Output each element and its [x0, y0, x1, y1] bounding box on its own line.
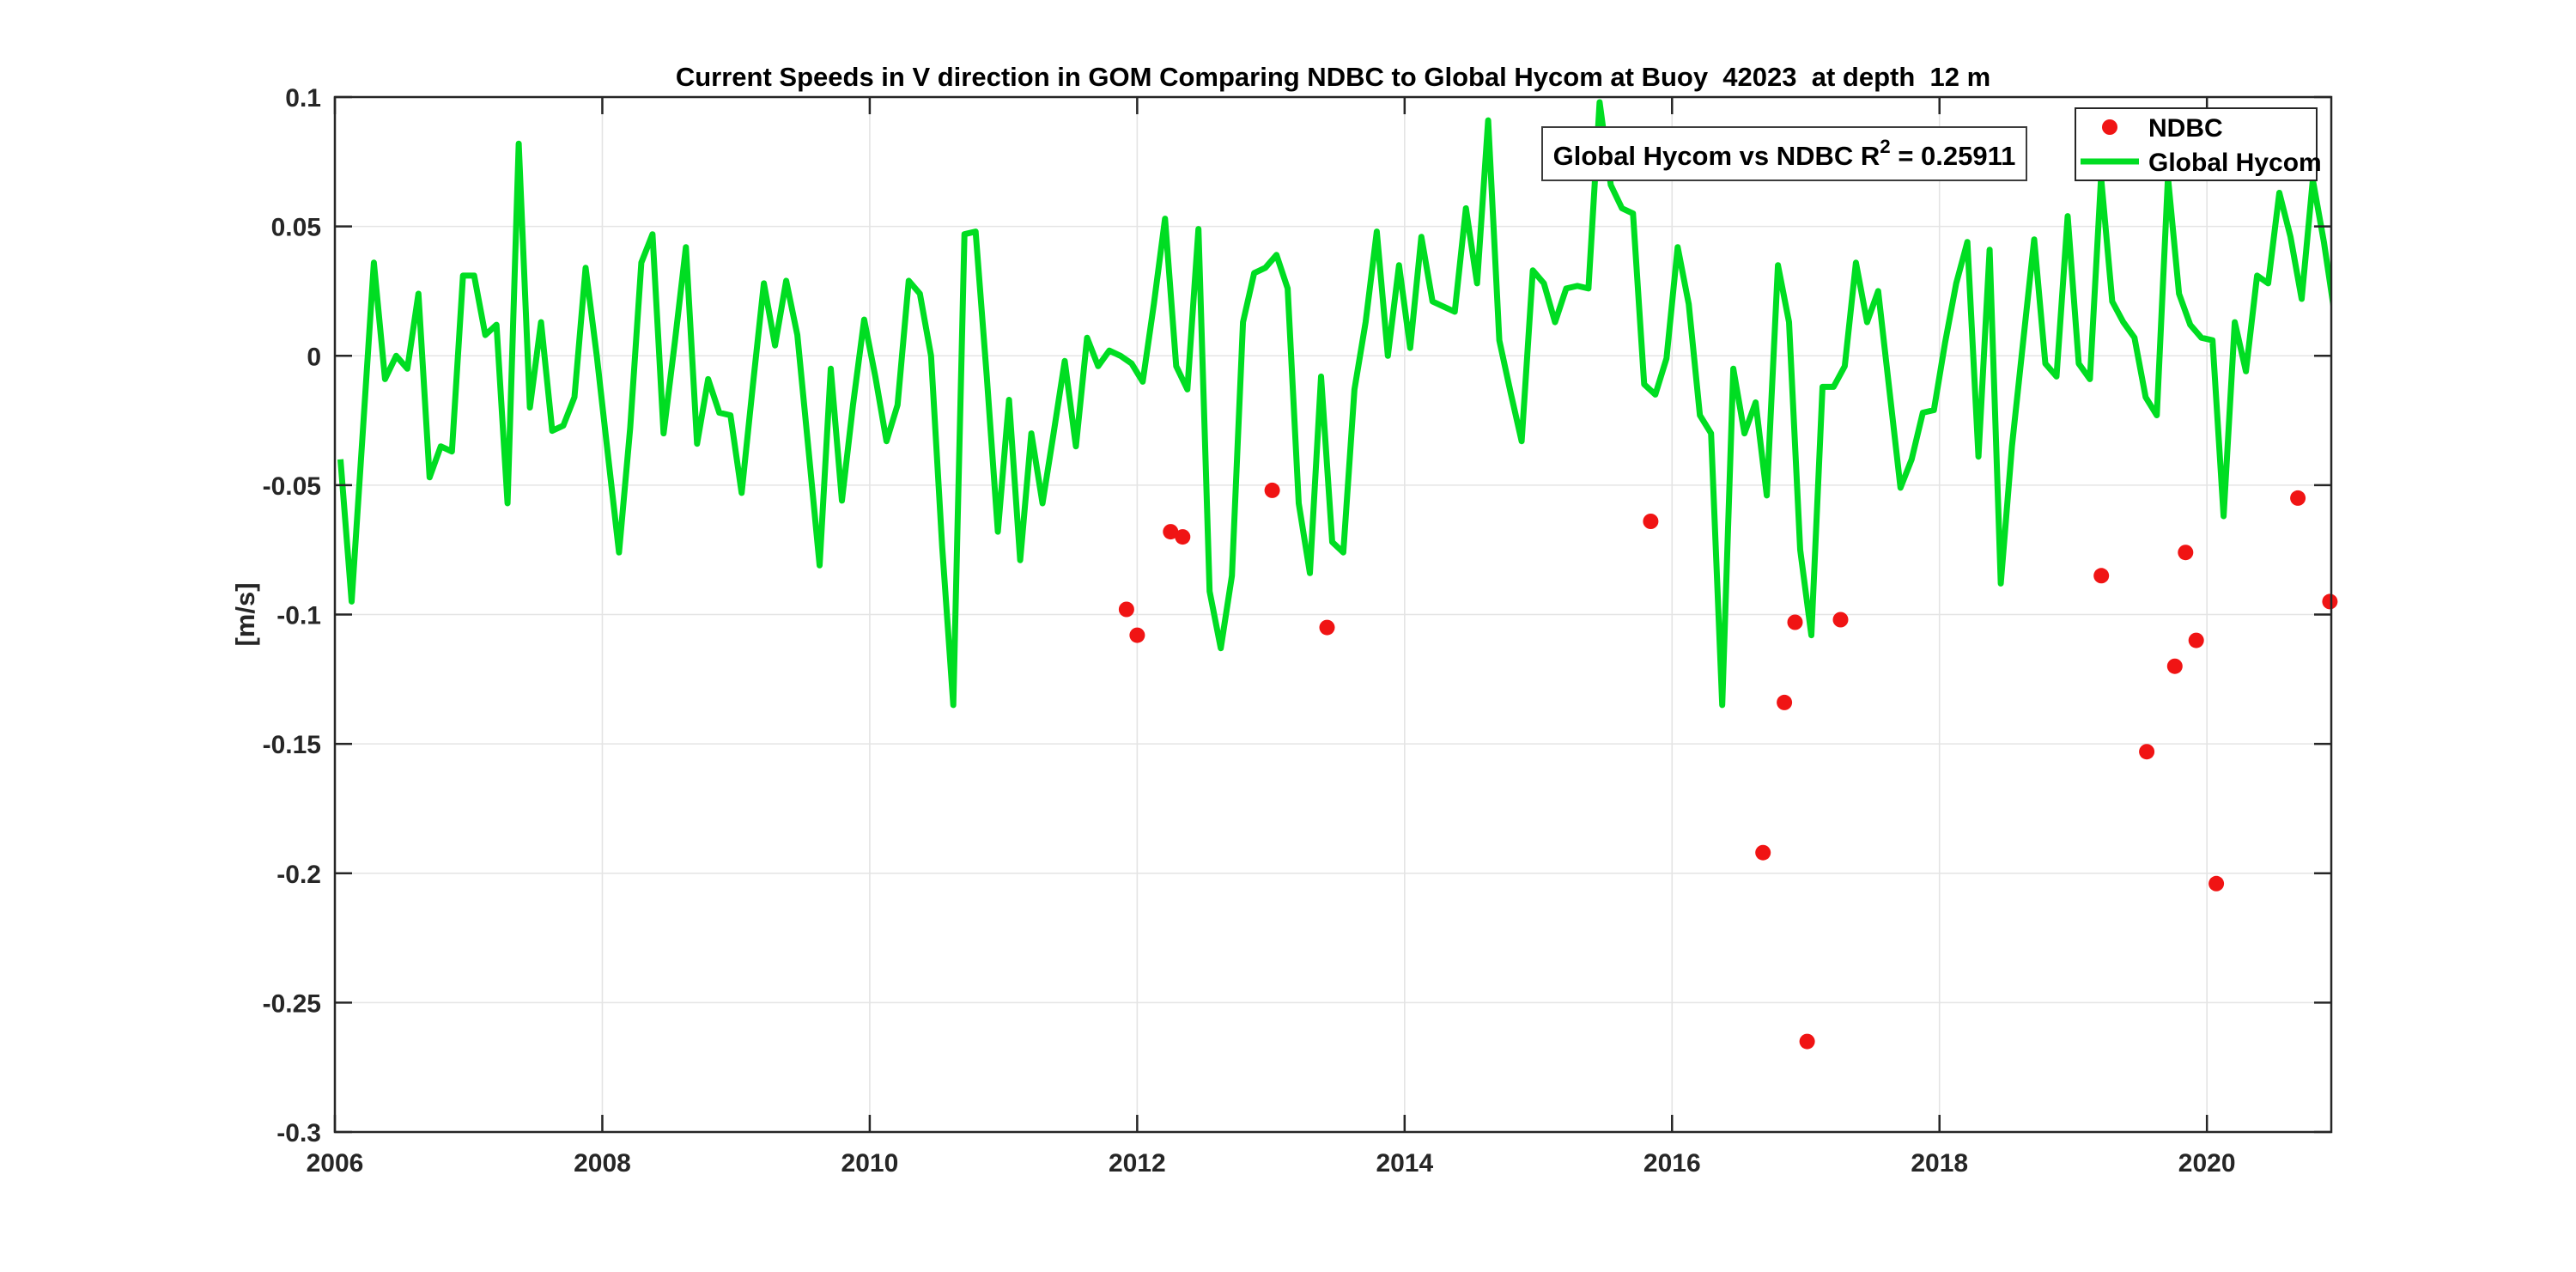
ndbc-point: [2178, 545, 2194, 561]
y-axis-label: [m/s]: [230, 582, 260, 646]
chart-title: Current Speeds in V direction in GOM Com…: [676, 62, 1990, 92]
x-tick-label: 2014: [1376, 1149, 1433, 1178]
x-tick-label: 2010: [841, 1149, 899, 1178]
ndbc-point: [1319, 619, 1335, 636]
ndbc-point: [1832, 612, 1849, 628]
ndbc-point: [1118, 601, 1134, 618]
annotation-box: [1541, 126, 2027, 181]
legend-box: [2075, 107, 2318, 181]
ndbc-point: [1129, 627, 1145, 643]
y-tick-label: -0.3: [276, 1119, 321, 1147]
x-tick-label: 2012: [1109, 1149, 1166, 1178]
x-tick-label: 2008: [574, 1149, 631, 1178]
legend: NDBC Global Hycom: [2075, 107, 2322, 181]
ndbc-point: [1643, 514, 1659, 529]
ndbc-point: [1799, 1033, 1815, 1050]
x-tick-label: 2018: [1911, 1149, 1968, 1178]
y-tick-label: 0.1: [285, 84, 321, 113]
ndbc-point: [2322, 593, 2338, 610]
ndbc-point: [1264, 482, 1280, 498]
y-tick-label: -0.05: [263, 472, 321, 501]
ndbc-point: [1777, 694, 1793, 710]
y-tick-label: -0.25: [263, 989, 321, 1018]
ndbc-legend-label: NDBC: [2148, 114, 2223, 143]
r-squared-annotation: Global Hycom vs NDBC R2 = 0.25911: [1541, 126, 2027, 181]
y-tick-label: 0.05: [271, 214, 321, 242]
ndbc-legend-marker: [2102, 119, 2117, 135]
ndbc-point: [1163, 524, 1179, 540]
ndbc-point: [2166, 658, 2183, 674]
ndbc-point: [1175, 529, 1191, 545]
x-tick-label: 2006: [307, 1149, 364, 1178]
x-tick-label: 2020: [2178, 1149, 2236, 1178]
ndbc-point: [2290, 490, 2306, 506]
axis-ticks: [333, 95, 2331, 1134]
y-tick-label: -0.1: [276, 602, 321, 630]
y-tick-label: -0.2: [276, 861, 321, 889]
ndbc-point: [2188, 632, 2204, 648]
x-tick-label: 2016: [1643, 1149, 1701, 1178]
ndbc-point: [2208, 875, 2225, 892]
y-tick-label: 0: [307, 343, 321, 371]
ndbc-point: [1755, 844, 1771, 861]
ndbc-point: [1787, 614, 1803, 630]
hycom-legend-label: Global Hycom: [2148, 149, 2322, 177]
ndbc-point: [2139, 744, 2155, 760]
ndbc-point: [2093, 568, 2110, 584]
hycom-line: [337, 99, 2331, 709]
r-squared-text: Global Hycom vs NDBC R2 = 0.25911: [1553, 136, 2016, 171]
ndbc-series: [1118, 482, 2338, 1050]
hycom-series: [337, 99, 2331, 709]
y-tick-label: -0.15: [263, 731, 321, 759]
